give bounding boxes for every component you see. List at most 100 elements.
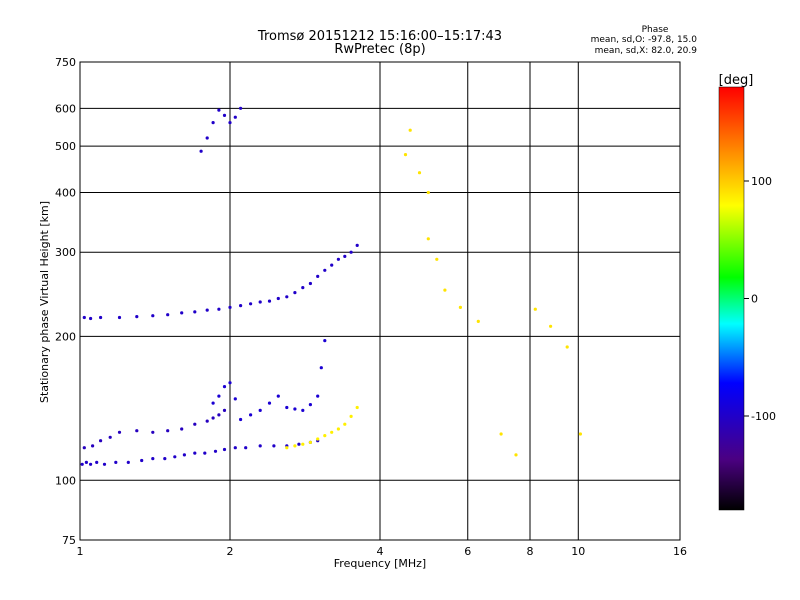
data-point (217, 307, 221, 311)
data-point (217, 108, 221, 112)
data-point (267, 401, 272, 405)
x-tick-label: 16 (673, 545, 687, 558)
data-point (173, 455, 177, 459)
data-point (211, 401, 215, 405)
data-point (126, 460, 130, 464)
colorbar-label: [deg] (719, 73, 754, 88)
y-tick-label: 75 (62, 534, 76, 547)
x-tick-label: 10 (571, 545, 585, 558)
data-point (276, 296, 280, 301)
data-point (549, 324, 553, 328)
data-point (182, 453, 186, 457)
colorbar-ticks: 100 0 -100 (744, 175, 776, 423)
data-point (293, 444, 297, 448)
data-point (91, 444, 95, 448)
x-tick-label: 1 (77, 545, 84, 558)
data-point (151, 430, 155, 434)
data-point (297, 442, 301, 446)
data-point (276, 394, 280, 398)
y-tick-label: 400 (55, 186, 76, 199)
x-tick-label: 6 (464, 545, 471, 558)
data-point (102, 462, 107, 466)
data-point (211, 416, 215, 420)
y-tick-label: 100 (55, 474, 76, 487)
y-tick-label: 300 (55, 246, 76, 259)
data-point (193, 422, 197, 426)
data-point (316, 274, 320, 278)
data-point (308, 403, 312, 407)
data-point (180, 427, 184, 431)
data-point (217, 413, 221, 417)
data-point (293, 407, 297, 411)
y-axis-ticks: 75 100 200 300 400 500 600 750 (55, 56, 76, 547)
data-point (151, 457, 155, 461)
data-point (355, 243, 359, 247)
data-point (228, 381, 232, 385)
data-point (213, 449, 218, 453)
data-point (458, 305, 462, 309)
data-point (343, 254, 347, 258)
chart-title: Tromsø 20151212 15:16:00–15:17:43 (257, 29, 502, 44)
data-point (323, 339, 327, 343)
data-point (233, 397, 237, 401)
data-point (233, 446, 237, 450)
data-point (336, 257, 340, 261)
data-point (211, 121, 215, 125)
data-point (443, 288, 447, 292)
data-point (319, 366, 323, 370)
data-point (249, 302, 253, 306)
data-point (99, 439, 103, 443)
data-point (308, 440, 312, 444)
data-point (426, 190, 430, 195)
data-point (239, 106, 243, 110)
data-point (301, 408, 305, 412)
data-point (476, 319, 480, 323)
data-point (135, 429, 139, 433)
data-point (151, 314, 155, 318)
data-point (435, 257, 439, 261)
data-point (166, 313, 170, 317)
data-point (217, 394, 221, 398)
chart-subtitle: RwPretec (8p) (334, 42, 425, 57)
data-point (258, 444, 262, 448)
data-point (349, 414, 353, 418)
x-tick-label: 2 (227, 545, 234, 558)
data-point (114, 460, 118, 464)
colorbar-tick-label: 100 (751, 175, 772, 188)
data-point (239, 417, 243, 422)
data-point (578, 432, 583, 436)
data-point (89, 462, 93, 466)
data-point (285, 295, 289, 299)
data-point (163, 457, 167, 461)
data-point (285, 446, 289, 450)
data-point (343, 422, 347, 426)
data-point (228, 305, 232, 309)
data-point (166, 429, 170, 433)
data-point (222, 408, 227, 412)
data-point (193, 451, 197, 455)
data-point (180, 311, 184, 315)
stats-line-x: mean, sd,X: 82.0, 20.9 (595, 46, 698, 56)
data-point (117, 430, 122, 434)
data-point (233, 115, 237, 119)
data-point (203, 451, 207, 455)
stats-line-o: mean, sd,O: -97.8, 15.0 (591, 35, 698, 45)
colorbar (718, 86, 745, 511)
data-point (117, 315, 122, 320)
x-axis-ticks: 1 2 4 6 8 10 16 (77, 545, 688, 558)
data-point (499, 432, 503, 436)
data-point (193, 310, 197, 314)
x-tick-label: 4 (377, 545, 384, 558)
data-point (417, 171, 422, 175)
data-point (228, 121, 232, 125)
data-point (323, 434, 327, 438)
y-tick-label: 750 (55, 56, 76, 69)
stats-title: Phase (642, 25, 669, 35)
data-point (330, 430, 334, 434)
data-point (323, 268, 327, 272)
x-axis-label: Frequency [MHz] (334, 557, 426, 570)
data-point (514, 453, 518, 457)
data-point (249, 413, 253, 417)
